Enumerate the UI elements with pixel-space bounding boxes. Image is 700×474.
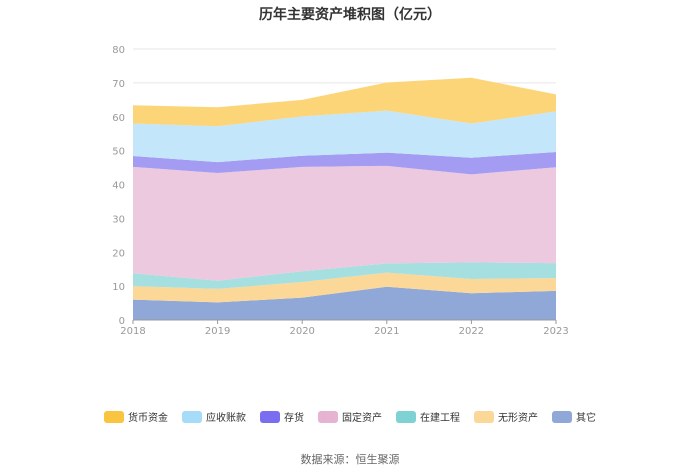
area-series-3 [133,262,556,289]
legend-item[interactable]: 应收账款 [182,409,246,424]
area-series-7 [133,77,556,127]
legend-swatch [552,410,572,423]
x-tick-label: 2020 [289,326,314,337]
legend-swatch [396,410,416,423]
y-tick-label: 20 [112,248,125,259]
x-tick-label: 2023 [543,326,568,337]
x-tick-label: 2022 [459,326,484,337]
legend-item[interactable]: 无形资产 [474,409,538,424]
area-series-5 [133,151,556,175]
legend-label: 无形资产 [498,413,538,424]
legend-item[interactable]: 固定资产 [318,409,382,424]
chart-legend: 货币资金 应收账款 存货 固定资产 在建工程 无形资产 其它 [0,409,700,424]
area-series-4 [133,165,556,281]
legend-label: 应收账款 [206,413,246,424]
x-tick-label: 2018 [120,326,145,337]
legend-label: 其它 [576,413,596,424]
x-tick-label: 2021 [374,326,399,337]
legend-item[interactable]: 在建工程 [396,409,460,424]
x-tick-label: 2019 [205,326,230,337]
legend-item[interactable]: 货币资金 [104,409,168,424]
legend-label: 在建工程 [420,413,460,424]
legend-swatch [104,410,124,423]
area-series-1 [133,286,556,320]
area-series-6 [133,110,556,163]
area-series-2 [133,272,556,303]
legend-swatch [182,410,202,423]
data-source-note: 数据来源：恒生聚源 [300,453,400,466]
legend-label: 固定资产 [342,413,382,424]
y-tick-label: 80 [112,45,125,56]
y-tick-label: 50 [112,147,125,158]
y-tick-label: 30 [112,214,125,225]
legend-swatch [260,410,280,423]
y-tick-label: 70 [112,79,125,90]
legend-label: 存货 [284,413,304,424]
y-tick-label: 10 [112,282,125,293]
legend-swatch [318,410,338,423]
legend-swatch [474,410,494,423]
y-tick-label: 40 [112,181,125,192]
y-tick-label: 0 [119,316,125,327]
chart-title: 历年主要资产堆积图（亿元） [259,7,441,23]
y-tick-label: 60 [112,113,125,124]
legend-item[interactable]: 其它 [552,409,596,424]
legend-item[interactable]: 存货 [260,409,304,424]
legend-label: 货币资金 [128,413,168,424]
stacked-area-chart: 0 10 20 30 40 50 60 70 80 2018 2019 2020 2021 2022 202… [112,45,568,337]
